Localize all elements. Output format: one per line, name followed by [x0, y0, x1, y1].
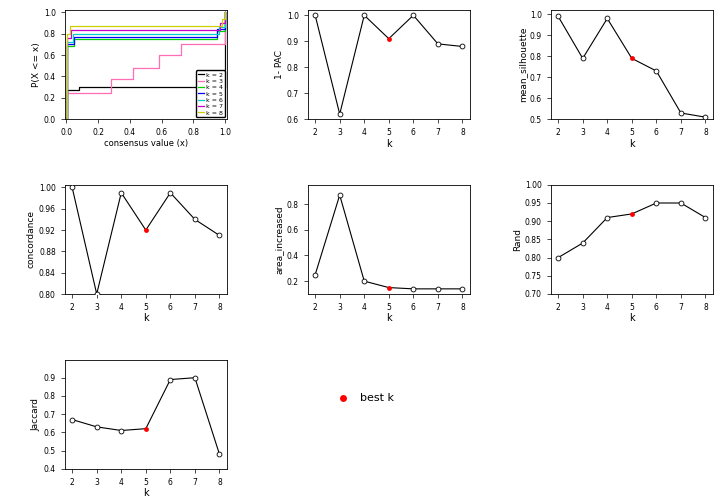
X-axis label: k: k: [143, 488, 148, 498]
X-axis label: k: k: [386, 139, 392, 149]
Y-axis label: area_increased: area_increased: [275, 205, 284, 274]
X-axis label: k: k: [629, 139, 634, 149]
X-axis label: k: k: [386, 313, 392, 324]
Legend: k = 2, k = 3, k = 4, k = 5, k = 6, k = 7, k = 8: k = 2, k = 3, k = 4, k = 5, k = 6, k = 7…: [196, 71, 225, 117]
Text: best k: best k: [360, 393, 394, 403]
Y-axis label: concordance: concordance: [27, 210, 36, 269]
X-axis label: consensus value (x): consensus value (x): [104, 139, 188, 148]
Y-axis label: 1- PAC: 1- PAC: [275, 50, 284, 79]
Y-axis label: Jaccard: Jaccard: [32, 398, 41, 430]
X-axis label: k: k: [143, 313, 148, 324]
Y-axis label: P(X <= x): P(X <= x): [32, 42, 41, 87]
Y-axis label: Rand: Rand: [513, 228, 522, 251]
Y-axis label: mean_silhouette: mean_silhouette: [518, 27, 527, 102]
X-axis label: k: k: [629, 313, 634, 324]
